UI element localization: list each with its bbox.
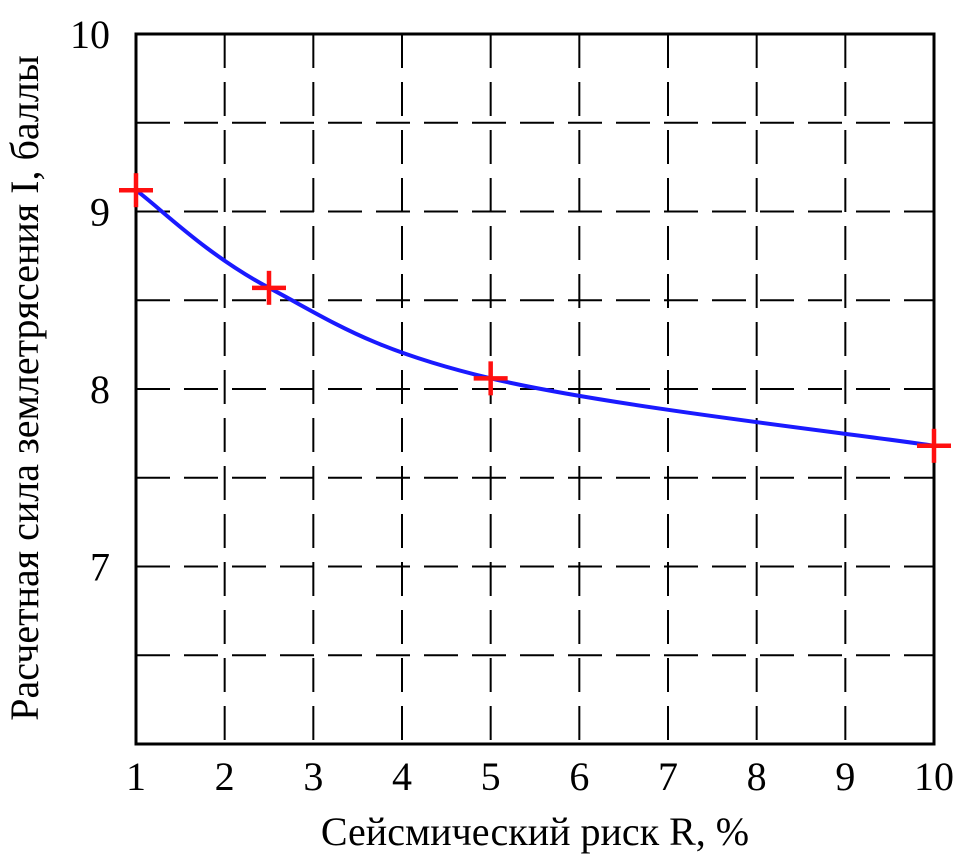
x-tick-label: 4 bbox=[392, 754, 412, 799]
data-point-marker bbox=[252, 270, 286, 305]
x-tick-label: 5 bbox=[481, 754, 501, 799]
series-line bbox=[134, 188, 935, 448]
data-point-marker bbox=[473, 361, 508, 396]
marker-layer bbox=[119, 173, 951, 463]
x-axis-title: Сейсмический риск R, % bbox=[321, 809, 749, 854]
x-tick-label: 8 bbox=[747, 754, 767, 799]
line-layer bbox=[134, 188, 935, 448]
x-tick-label: 6 bbox=[569, 754, 589, 799]
x-tick-label: 9 bbox=[835, 754, 855, 799]
y-tick-label: 7 bbox=[90, 545, 110, 590]
x-tick-labels: 1 2 3 4 5 6 7 8 9 10 bbox=[126, 754, 954, 799]
y-tick-label: 9 bbox=[90, 190, 110, 235]
x-tick-label: 1 bbox=[126, 754, 146, 799]
y-tick-labels: 7 8 9 10 bbox=[70, 12, 110, 590]
y-tick-label: 10 bbox=[70, 12, 110, 57]
x-tick-label: 10 bbox=[914, 754, 954, 799]
plot-frame bbox=[134, 32, 936, 746]
x-tick-label: 7 bbox=[658, 754, 678, 799]
y-axis-title: Расчетная сила землетрясения I, баллы bbox=[2, 55, 47, 720]
y-tick-label: 8 bbox=[90, 367, 110, 412]
data-point-marker bbox=[119, 173, 153, 208]
data-point-marker bbox=[917, 428, 951, 463]
x-tick-label: 2 bbox=[215, 754, 235, 799]
x-tick-label: 3 bbox=[303, 754, 323, 799]
